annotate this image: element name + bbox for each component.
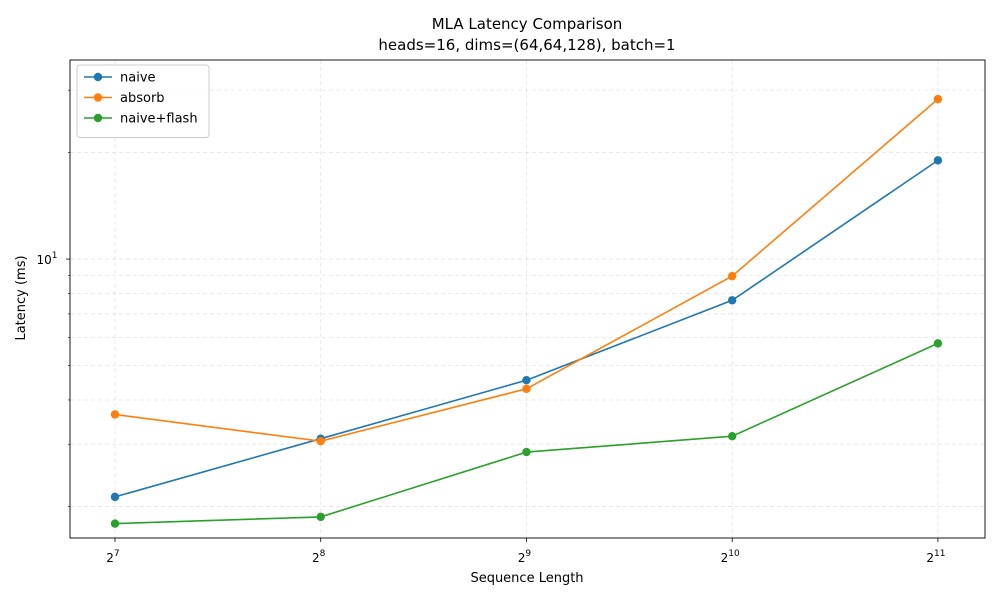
data-point (110, 492, 120, 502)
y-axis-label: Latency (ms) (14, 255, 29, 340)
legend-swatch-marker (93, 72, 103, 82)
data-point (316, 512, 325, 522)
x-tick-label: 27 (106, 549, 119, 565)
data-point (522, 447, 531, 457)
series-absorb (110, 94, 943, 446)
data-point (522, 375, 531, 385)
x-tick-label: 29 (518, 549, 532, 565)
x-tick-label: 210 (721, 549, 740, 565)
legend-label: naive+flash (120, 112, 198, 127)
x-tick-label: 28 (312, 549, 326, 565)
legend: naive absorb naive+flash (76, 64, 210, 138)
plot-frame (69, 59, 986, 539)
chart-subtitle: heads=16, dims=(64,64,128), batch=1 (378, 36, 675, 54)
data-point (933, 339, 943, 348)
legend-label: naive (120, 71, 156, 86)
x-tick-label: 211 (926, 549, 945, 565)
legend-box (76, 64, 210, 138)
x-axis-label: Sequence Length (470, 571, 583, 586)
data-point (727, 432, 737, 441)
axes-layer: 27 28 29 210 211 101 (36, 59, 986, 565)
series-layer (110, 94, 943, 528)
data-point (727, 296, 737, 305)
data-point (110, 519, 120, 528)
data-point (933, 94, 943, 104)
data-point (933, 156, 943, 165)
data-point (522, 384, 531, 394)
chart-title: MLA Latency Comparison (432, 15, 623, 33)
data-point (110, 410, 120, 419)
legend-swatch-marker (93, 113, 103, 123)
data-point (727, 271, 737, 281)
data-point (316, 436, 325, 446)
legend-swatch-marker (93, 93, 103, 102)
grid-layer (70, 60, 985, 538)
legend-label: absorb (120, 91, 165, 106)
y-tick-label: 101 (36, 251, 57, 267)
series-naive-flash (110, 339, 943, 528)
